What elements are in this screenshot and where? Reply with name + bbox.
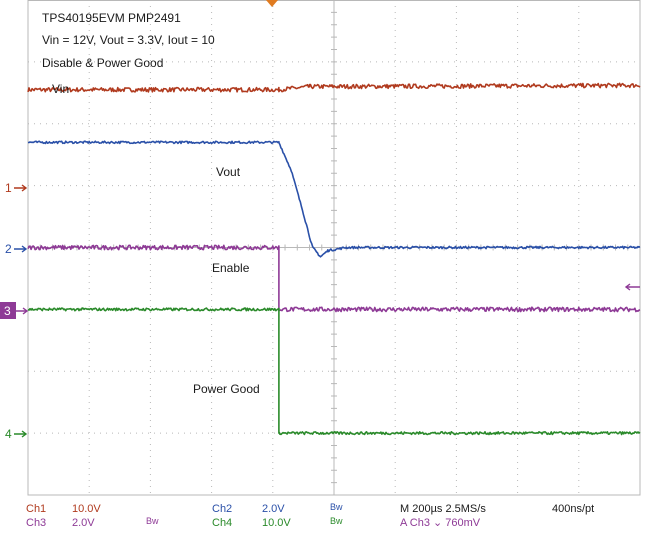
trace-power-good (27, 307, 641, 436)
ch1-scale: 10.0V (72, 503, 101, 515)
channel-4-marker[interactable]: 4 (5, 427, 28, 441)
ch3-label: Ch3 (26, 517, 46, 529)
channel-1-marker[interactable]: 1 (5, 181, 28, 195)
channel-1-marker-label: 1 (5, 181, 12, 195)
ch2-bw: Bw (330, 502, 343, 512)
resolution: 400ns/pt (552, 503, 594, 515)
waveform-traces (27, 82, 641, 436)
trace-vout (27, 140, 641, 258)
channel-2-marker[interactable]: 2 (5, 242, 28, 256)
ch2-label: Ch2 (212, 503, 232, 515)
channel-3-marker[interactable]: 3 (0, 302, 29, 319)
label-vout: Vout (216, 165, 241, 179)
trace-vin (27, 82, 641, 93)
ch4-label: Ch4 (212, 517, 232, 529)
label-power-good: Power Good (193, 382, 260, 396)
ch1-label: Ch1 (26, 503, 46, 515)
offscreen-ref-arrow (624, 283, 640, 291)
channel-2-marker-label: 2 (5, 242, 12, 256)
scope-readout: Ch1 10.0V Ch2 2.0V Bw M 200µs 2.5MS/s 40… (26, 502, 594, 529)
channel-4-marker-label: 4 (5, 427, 12, 441)
ch4-bw: Bw (330, 516, 343, 526)
timebase: M 200µs 2.5MS/s (400, 503, 486, 515)
ch4-scale: 10.0V (262, 517, 291, 529)
chart-title: TPS40195EVM PMP2491 (42, 11, 181, 25)
channel-3-marker-label: 3 (4, 304, 11, 318)
label-vin: Vin (52, 82, 69, 96)
label-enable: Enable (212, 261, 250, 275)
ch3-scale: 2.0V (72, 517, 95, 529)
trace-enable (27, 244, 641, 313)
chart-subtitle-2: Disable & Power Good (42, 56, 163, 70)
trigger-readout: A Ch3 ⌄ 760mV (400, 517, 481, 529)
chart-subtitle: Vin = 12V, Vout = 3.3V, Iout = 10 (42, 33, 215, 47)
trigger-position-marker (266, 0, 278, 7)
ch2-scale: 2.0V (262, 503, 285, 515)
ch3-bw: Bw (146, 516, 159, 526)
